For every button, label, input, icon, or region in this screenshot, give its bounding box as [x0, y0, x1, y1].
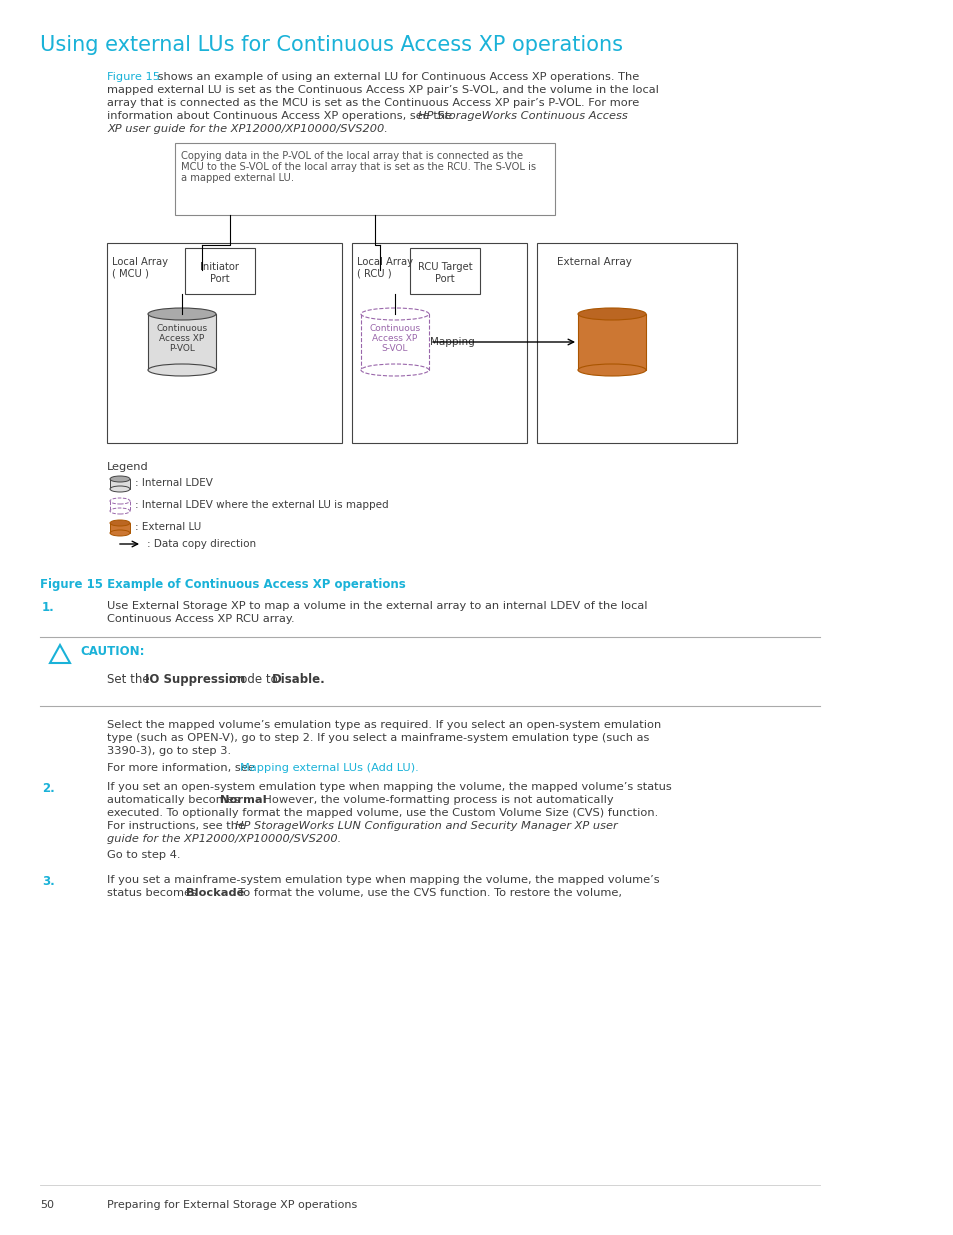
Text: ( MCU ): ( MCU )	[112, 269, 149, 279]
Text: Access XP: Access XP	[372, 335, 417, 343]
Ellipse shape	[578, 308, 645, 320]
Text: automatically becomes: automatically becomes	[107, 795, 243, 805]
Text: Normal: Normal	[220, 795, 266, 805]
Ellipse shape	[110, 530, 130, 536]
Text: Legend: Legend	[107, 462, 149, 472]
Ellipse shape	[578, 364, 645, 375]
Text: Blockade: Blockade	[186, 888, 244, 898]
Text: guide for the XP12000/XP10000/SVS200.: guide for the XP12000/XP10000/SVS200.	[107, 834, 341, 844]
Text: type (such as OPEN-V), go to step 2. If you select a mainframe-system emulation : type (such as OPEN-V), go to step 2. If …	[107, 734, 649, 743]
Text: . To format the volume, use the CVS function. To restore the volume,: . To format the volume, use the CVS func…	[231, 888, 621, 898]
Text: status becomes: status becomes	[107, 888, 200, 898]
Polygon shape	[110, 479, 130, 489]
Text: XP user guide for the XP12000/XP10000/SVS200.: XP user guide for the XP12000/XP10000/SV…	[107, 124, 388, 135]
Text: Copying data in the P-VOL of the local array that is connected as the: Copying data in the P-VOL of the local a…	[181, 151, 522, 161]
Ellipse shape	[148, 308, 215, 320]
Text: array that is connected as the MCU is set as the Continuous Access XP pair’s P-V: array that is connected as the MCU is se…	[107, 98, 639, 107]
Polygon shape	[110, 501, 130, 511]
Text: S-VOL: S-VOL	[381, 345, 408, 353]
Text: If you set a mainframe-system emulation type when mapping the volume, the mapped: If you set a mainframe-system emulation …	[107, 876, 659, 885]
Text: Continuous: Continuous	[156, 324, 208, 333]
Text: MCU to the S-VOL of the local array that is set as the RCU. The S-VOL is: MCU to the S-VOL of the local array that…	[181, 162, 536, 172]
Ellipse shape	[360, 308, 429, 320]
Text: Select the mapped volume’s emulation type as required. If you select an open-sys: Select the mapped volume’s emulation typ…	[107, 720, 660, 730]
Text: If you set an open-system emulation type when mapping the volume, the mapped vol: If you set an open-system emulation type…	[107, 782, 671, 792]
Text: Use External Storage XP to map a volume in the external array to an internal LDE: Use External Storage XP to map a volume …	[107, 601, 647, 611]
Text: Mapping: Mapping	[430, 337, 475, 347]
Text: HP StorageWorks LUN Configuration and Security Manager XP user: HP StorageWorks LUN Configuration and Se…	[234, 821, 617, 831]
Text: Access XP: Access XP	[159, 335, 204, 343]
Text: : Internal LDEV where the external LU is mapped: : Internal LDEV where the external LU is…	[135, 500, 388, 510]
Text: For instructions, see the: For instructions, see the	[107, 821, 249, 831]
Text: Continuous Access XP RCU array.: Continuous Access XP RCU array.	[107, 614, 294, 624]
Text: Local Array: Local Array	[356, 257, 413, 267]
FancyBboxPatch shape	[185, 248, 254, 294]
FancyBboxPatch shape	[107, 243, 341, 443]
Text: ( RCU ): ( RCU )	[356, 269, 392, 279]
Ellipse shape	[110, 498, 130, 504]
Text: Disable.: Disable.	[272, 673, 325, 685]
Text: 50: 50	[40, 1200, 54, 1210]
Text: Figure 15: Figure 15	[107, 72, 160, 82]
Text: mode to: mode to	[225, 673, 281, 685]
Text: mapped external LU is set as the Continuous Access XP pair’s S-VOL, and the volu: mapped external LU is set as the Continu…	[107, 85, 659, 95]
Text: External Array: External Array	[557, 257, 631, 267]
Text: a mapped external LU.: a mapped external LU.	[181, 173, 294, 183]
Text: Set the: Set the	[107, 673, 153, 685]
Ellipse shape	[110, 520, 130, 526]
Text: HP StorageWorks Continuous Access: HP StorageWorks Continuous Access	[417, 111, 627, 121]
Text: Using external LUs for Continuous Access XP operations: Using external LUs for Continuous Access…	[40, 35, 622, 56]
Text: Mapping external LUs (Add LU).: Mapping external LUs (Add LU).	[240, 763, 418, 773]
Ellipse shape	[110, 475, 130, 482]
Text: For more information, see: For more information, see	[107, 763, 258, 773]
Text: RCU Target: RCU Target	[417, 262, 472, 272]
Text: Go to step 4.: Go to step 4.	[107, 850, 180, 860]
Text: 3.: 3.	[42, 876, 54, 888]
Text: CAUTION:: CAUTION:	[80, 645, 144, 658]
Text: Local Array: Local Array	[112, 257, 168, 267]
Text: information about Continuous Access XP operations, see the: information about Continuous Access XP o…	[107, 111, 456, 121]
Text: : Data copy direction: : Data copy direction	[147, 538, 255, 550]
Text: 2.: 2.	[42, 782, 54, 795]
Polygon shape	[360, 314, 429, 370]
Text: 3390-3), go to step 3.: 3390-3), go to step 3.	[107, 746, 231, 756]
Text: : External LU: : External LU	[135, 522, 201, 532]
Text: IO Suppression: IO Suppression	[145, 673, 245, 685]
Text: executed. To optionally format the mapped volume, use the Custom Volume Size (CV: executed. To optionally format the mappe…	[107, 808, 658, 818]
Text: Continuous: Continuous	[369, 324, 420, 333]
Text: Figure 15 Example of Continuous Access XP operations: Figure 15 Example of Continuous Access X…	[40, 578, 405, 592]
Text: : Internal LDEV: : Internal LDEV	[135, 478, 213, 488]
FancyBboxPatch shape	[537, 243, 737, 443]
Ellipse shape	[360, 364, 429, 375]
Text: P-VOL: P-VOL	[169, 345, 194, 353]
FancyBboxPatch shape	[174, 143, 555, 215]
Text: Port: Port	[210, 274, 230, 284]
Ellipse shape	[110, 508, 130, 514]
Polygon shape	[148, 314, 215, 370]
Text: shows an example of using an external LU for Continuous Access XP operations. Th: shows an example of using an external LU…	[153, 72, 639, 82]
Polygon shape	[110, 522, 130, 534]
FancyBboxPatch shape	[352, 243, 526, 443]
Text: . However, the volume-formatting process is not automatically: . However, the volume-formatting process…	[255, 795, 613, 805]
Polygon shape	[578, 314, 645, 370]
Text: Initiator: Initiator	[200, 262, 239, 272]
Text: 1.: 1.	[42, 601, 54, 614]
FancyBboxPatch shape	[410, 248, 479, 294]
Ellipse shape	[148, 364, 215, 375]
Text: Port: Port	[435, 274, 455, 284]
Ellipse shape	[110, 487, 130, 492]
Text: Preparing for External Storage XP operations: Preparing for External Storage XP operat…	[107, 1200, 356, 1210]
